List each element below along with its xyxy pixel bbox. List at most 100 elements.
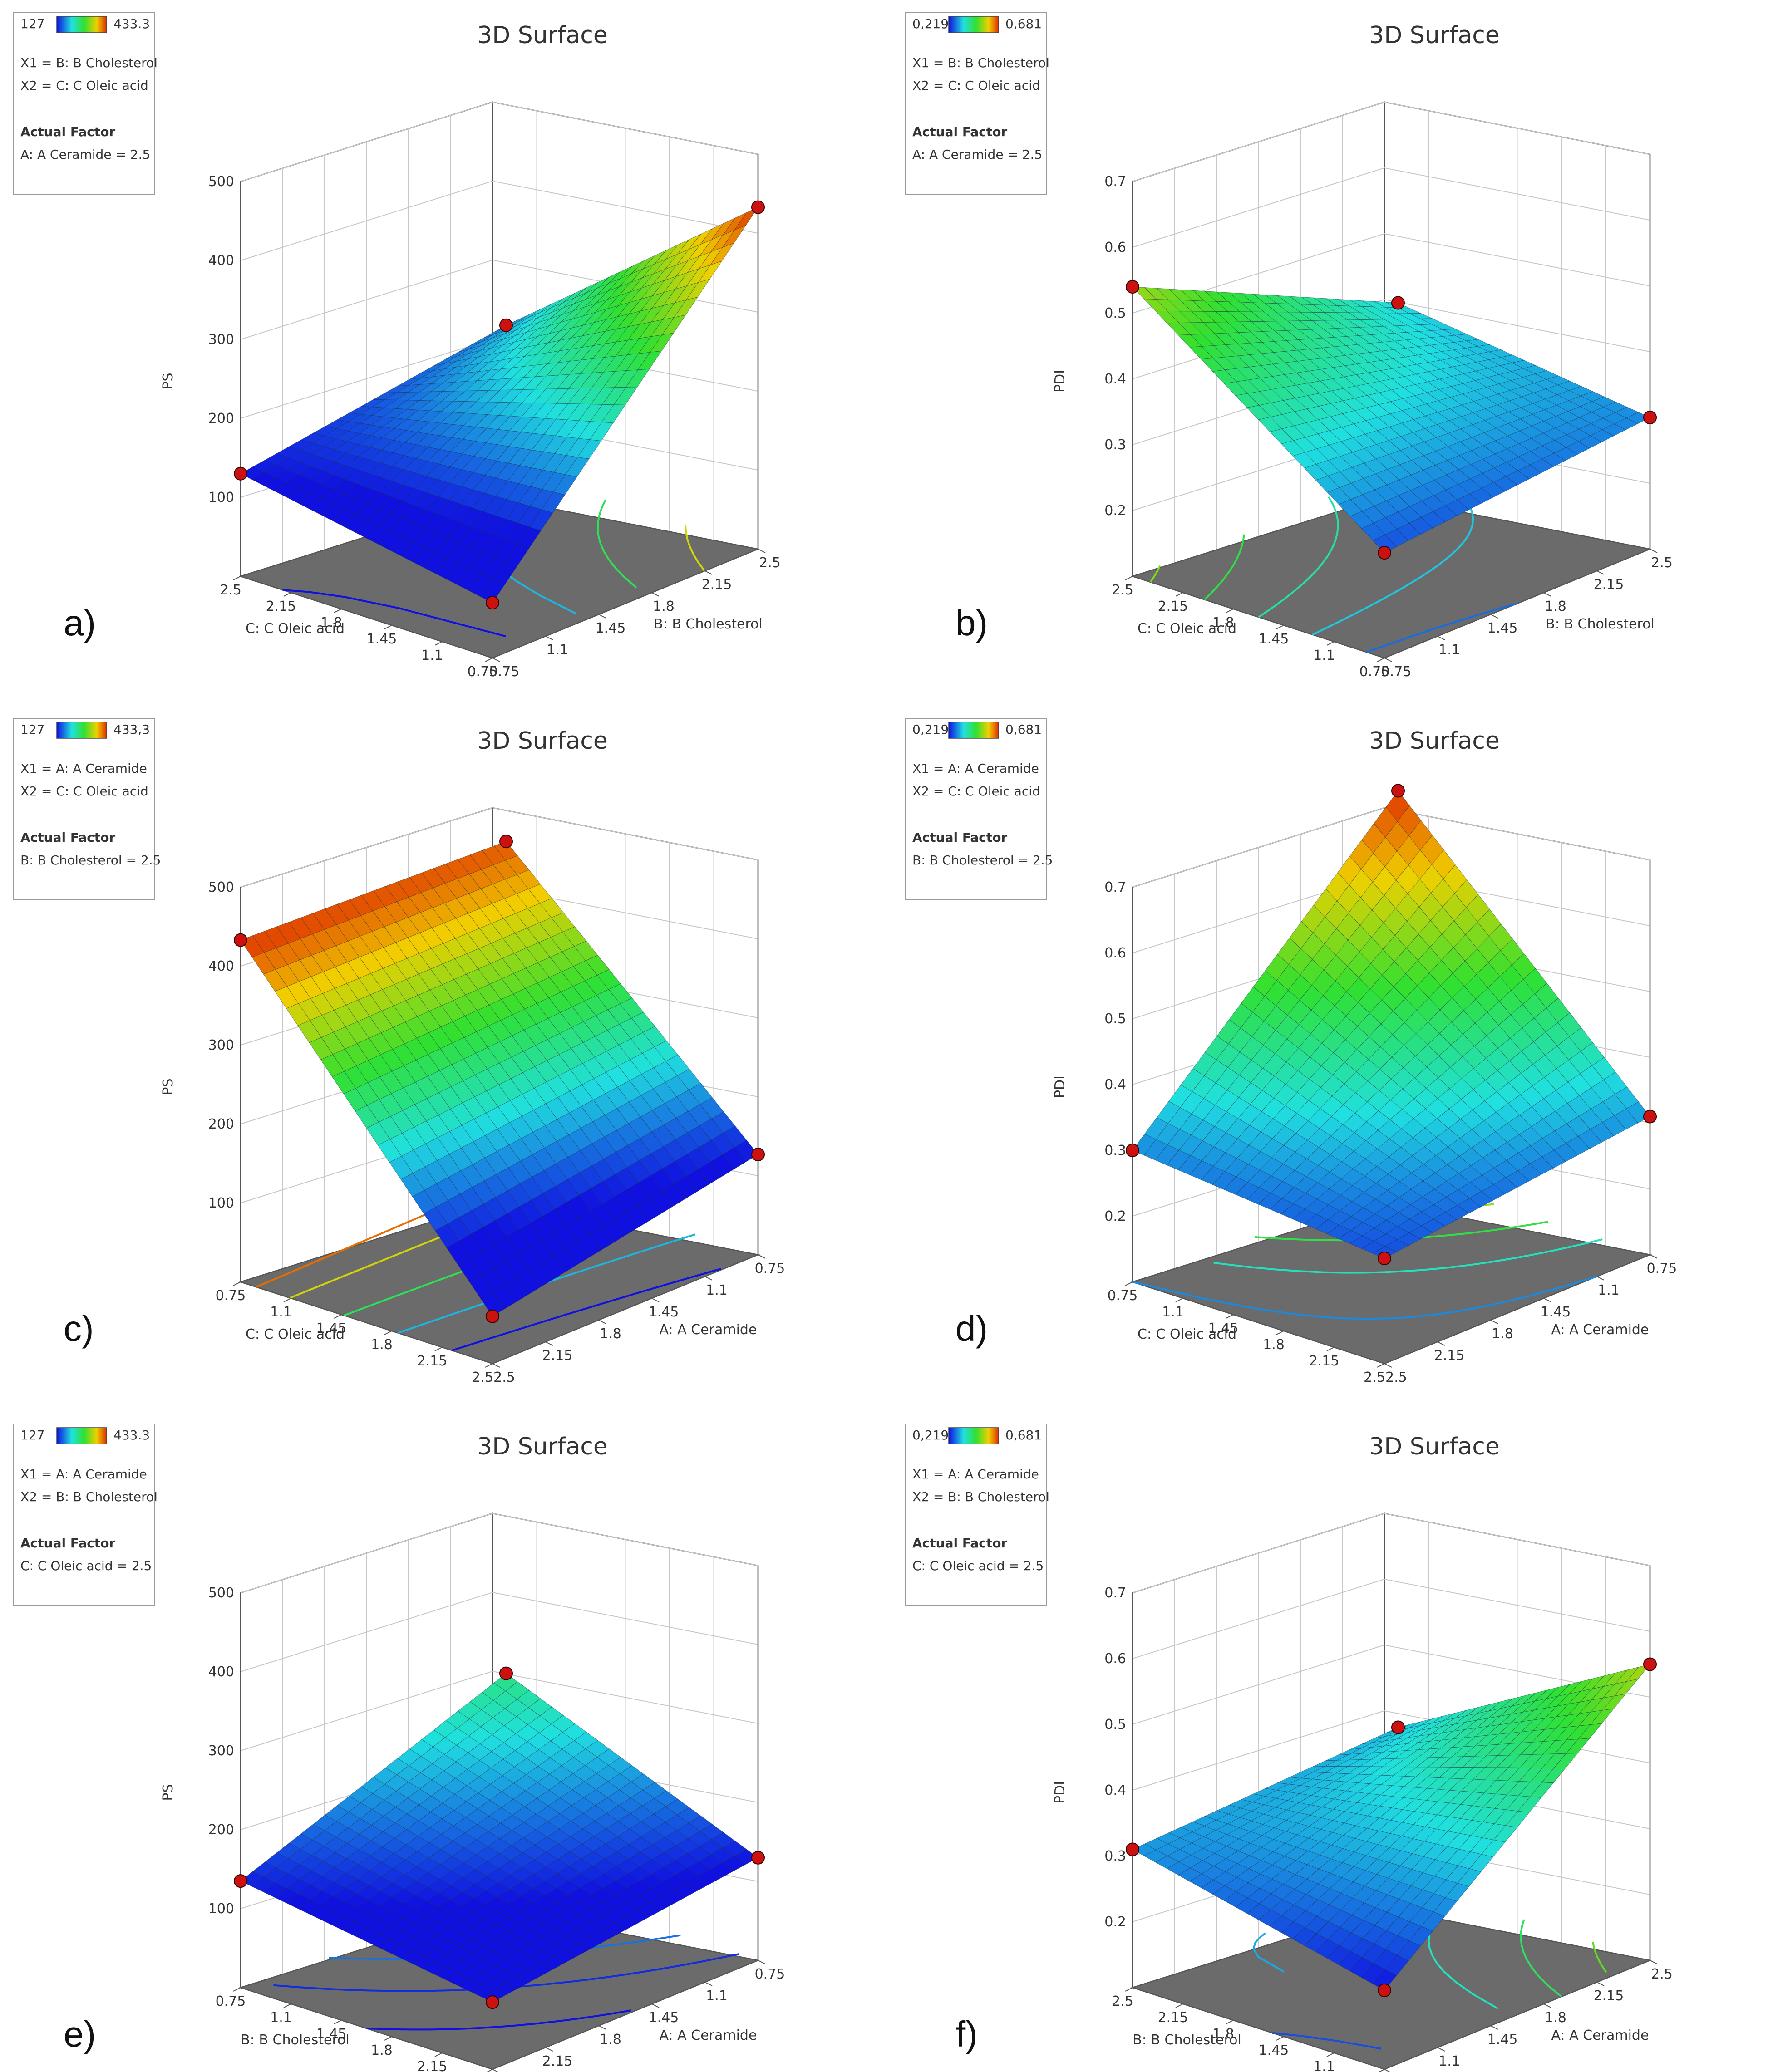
tick-mark — [233, 576, 241, 580]
z-axis-label: PDI — [1052, 1781, 1068, 1804]
left-axis-tick: 2.15 — [1158, 2010, 1188, 2026]
left-axis-tick: 1.1 — [270, 2010, 292, 2026]
tick-mark — [1543, 1298, 1551, 1302]
legend-colorbar — [948, 722, 999, 739]
left-axis-label: C: C Oleic acid — [1138, 1326, 1236, 1342]
legend-colorbar — [948, 1427, 999, 1444]
panel-letter: f) — [955, 2014, 978, 2054]
left-axis-tick: 1.45 — [367, 631, 397, 647]
left-axis-tick: 2.15 — [266, 599, 296, 614]
legend-x2: X2 = B: B Cholesterol — [912, 1489, 1049, 1504]
tick-mark — [1226, 609, 1234, 613]
grid-line — [240, 807, 758, 888]
z-tick-label: 0.2 — [1104, 503, 1126, 519]
legend-actual-factor-label: Actual Factor — [20, 1536, 115, 1551]
z-tick-label: 500 — [208, 1585, 234, 1601]
chart-panel-3: 127 433,3 X1 = A: A Ceramide X2 = C: C Olei… — [13, 718, 785, 1385]
tick-mark — [492, 1363, 500, 1368]
right-axis-tick: 1.8 — [653, 599, 675, 614]
tick-mark — [1490, 2025, 1498, 2030]
left-axis-tick: 1.1 — [1313, 2059, 1335, 2072]
legend-colorbar — [56, 1427, 107, 1444]
contour-line — [1258, 496, 1339, 618]
tick-mark — [233, 1281, 241, 1286]
legend-actual-factor-label: Actual Factor — [20, 830, 115, 845]
z-axis-label: PDI — [1052, 370, 1068, 393]
legend-box: 127 433.3 X1 = B: B Cholesterol X2 = C: C O… — [13, 12, 158, 195]
z-tick-label: 0.6 — [1104, 1651, 1126, 1667]
right-axis-label: A: A Ceramide — [1551, 2028, 1649, 2043]
legend-max: 0,681 — [1005, 16, 1042, 31]
z-tick-label: 200 — [208, 1116, 234, 1132]
z-tick-label: 0.5 — [1104, 1717, 1126, 1733]
legend-actual-factor: A: A Ceramide = 2.5 — [20, 147, 150, 162]
legend-actual-factor-label: Actual Factor — [912, 1536, 1007, 1551]
tick-mark — [434, 1347, 443, 1351]
left-axis-label: B: B Cholesterol — [1133, 2032, 1241, 2048]
left-axis-tick: 1.45 — [316, 1321, 347, 1336]
chart-panel-4: 0,219 0,681 X1 = A: A Ceramide X2 = C: C Ol… — [905, 718, 1677, 1385]
tick-mark — [1596, 1982, 1605, 1986]
surface-mesh — [1132, 286, 1650, 553]
left-axis-tick: 0.75 — [216, 1993, 246, 2009]
z-tick-label: 0.6 — [1104, 945, 1126, 961]
z-tick-label: 400 — [208, 253, 234, 269]
legend-colorbar — [56, 722, 107, 739]
right-axis-tick: 2.5 — [1385, 1370, 1407, 1385]
z-tick-label: 100 — [208, 490, 234, 506]
tick-mark — [1326, 641, 1335, 646]
contour-line — [452, 1267, 722, 1351]
design-point-front — [486, 1995, 499, 2009]
contour-line — [684, 525, 705, 571]
contour-line — [1312, 483, 1474, 636]
z-tick-label: 0.7 — [1104, 879, 1126, 895]
tick-mark — [434, 2052, 443, 2057]
z-tick-label: 200 — [208, 1822, 234, 1838]
right-axis-label: A: A Ceramide — [660, 2028, 757, 2043]
legend-max: 0,681 — [1005, 722, 1042, 737]
surface-cell — [1373, 535, 1397, 553]
legend-actual-factor: B: B Cholesterol = 2.5 — [912, 853, 1053, 868]
tick-mark — [1437, 2047, 1445, 2052]
contour-line — [1254, 1221, 1548, 1242]
chart-title: 3D Surface — [1369, 1433, 1500, 1460]
legend-max: 433.3 — [113, 1428, 150, 1443]
tick-mark — [598, 2025, 606, 2030]
right-axis-label: B: B Cholesterol — [654, 616, 763, 632]
z-tick-label: 300 — [208, 1037, 234, 1053]
tick-mark — [486, 2069, 493, 2072]
design-point-back — [1391, 296, 1405, 310]
chart-title: 3D Surface — [1369, 22, 1500, 49]
tick-mark — [1326, 1347, 1335, 1351]
design-point-back — [499, 1666, 513, 1680]
left-axis-tick: 1.45 — [1259, 2043, 1289, 2058]
tick-mark — [384, 625, 392, 629]
z-tick-label: 300 — [208, 332, 234, 348]
tick-mark — [598, 1320, 606, 1324]
tick-mark — [334, 609, 342, 613]
legend-x2: X2 = B: B Cholesterol — [20, 1489, 158, 1504]
design-point-front — [1378, 546, 1391, 560]
legend-frame — [905, 718, 1047, 900]
left-axis-tick: 1.8 — [1212, 615, 1234, 631]
tick-mark — [1650, 1254, 1658, 1259]
tick-mark — [434, 641, 443, 646]
right-axis-tick: 2.15 — [1434, 1348, 1465, 1364]
panel-letter: c) — [64, 1308, 94, 1349]
left-axis-tick: 0.75 — [468, 664, 498, 680]
left-axis-tick: 2.5 — [1112, 582, 1133, 598]
z-tick-label: 0.4 — [1104, 371, 1126, 387]
legend-min: 0,219 — [912, 1428, 949, 1443]
contour-line — [1204, 534, 1245, 600]
right-axis-tick: 0.75 — [489, 664, 520, 680]
legend-min: 0,219 — [912, 16, 949, 31]
tick-mark — [1377, 1363, 1385, 1368]
legend-max: 433.3 — [113, 16, 150, 31]
legend-x1: X1 = A: A Ceramide — [20, 761, 147, 776]
z-tick-label: 0.2 — [1104, 1914, 1126, 1930]
right-axis-tick: 0.75 — [1381, 664, 1412, 680]
right-axis-tick: 1.8 — [1492, 1326, 1513, 1342]
right-axis-label: A: A Ceramide — [1551, 1322, 1649, 1338]
legend-x1: X1 = A: A Ceramide — [20, 1467, 147, 1482]
panel-letter: d) — [955, 1308, 988, 1349]
